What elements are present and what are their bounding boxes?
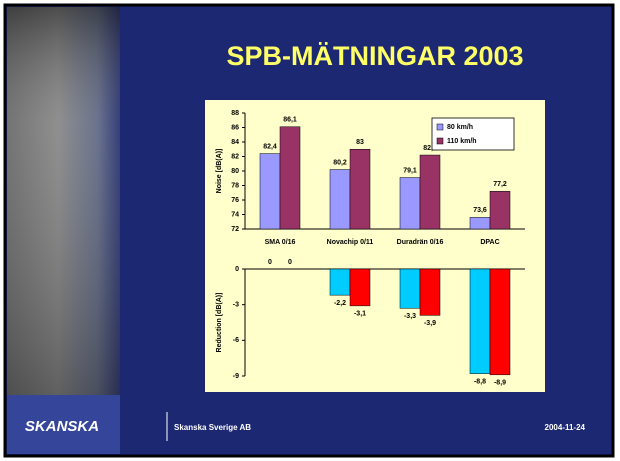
bar xyxy=(350,149,370,229)
bar xyxy=(330,269,350,295)
value-label: -3,1 xyxy=(354,311,366,318)
bar xyxy=(420,269,440,315)
value-label: -2,2 xyxy=(334,300,346,307)
y-tick-label: 0 xyxy=(235,266,239,273)
y-tick-label: -9 xyxy=(233,373,239,380)
bar xyxy=(470,217,490,229)
legend-label: 80 km/h xyxy=(447,124,473,131)
value-label: 86,1 xyxy=(283,117,297,124)
bar xyxy=(490,191,510,229)
x-tick-label: DPAC xyxy=(480,239,499,246)
bar xyxy=(260,154,280,229)
value-label: -3,9 xyxy=(424,320,436,327)
bar xyxy=(470,269,490,374)
photo-shade xyxy=(7,7,120,395)
value-label: -8,9 xyxy=(494,380,506,387)
logo: SKANSKA xyxy=(25,418,99,435)
bar xyxy=(400,269,420,308)
y-tick-label: 84 xyxy=(231,139,239,146)
company: Skanska Sverige AB xyxy=(174,423,251,432)
slide: SPB-MÄTNINGAR 2003 SKANSKA Skanska Sveri… xyxy=(0,0,620,461)
bar xyxy=(400,178,420,229)
y-axis-title: Reduction [dB(A)] xyxy=(216,293,223,353)
y-tick-label: 86 xyxy=(231,124,239,131)
value-label: 73,6 xyxy=(473,207,487,214)
value-label: 82,4 xyxy=(263,143,277,150)
bar xyxy=(330,170,350,229)
bar xyxy=(350,269,370,306)
y-tick-label: 88 xyxy=(231,110,239,117)
value-label: -8,8 xyxy=(474,378,486,385)
value-label: 80,2 xyxy=(333,159,347,166)
value-label: -3,3 xyxy=(404,313,416,320)
y-tick-label: -6 xyxy=(233,337,239,344)
value-label: 0 xyxy=(288,259,292,266)
legend-swatch xyxy=(437,138,443,144)
y-tick-label: 78 xyxy=(231,182,239,189)
value-label: 0 xyxy=(268,259,272,266)
y-tick-label: -3 xyxy=(233,302,239,309)
value-label: 77,2 xyxy=(493,181,507,188)
y-tick-label: 82 xyxy=(231,153,239,160)
y-axis-title: Noise [dB(A)] xyxy=(216,149,223,194)
date: 2004-11-24 xyxy=(545,423,586,432)
y-tick-label: 72 xyxy=(231,226,239,233)
legend-swatch xyxy=(437,124,443,130)
legend-label: 110 km/h xyxy=(447,138,477,145)
y-tick-label: 80 xyxy=(231,168,239,175)
bar xyxy=(490,269,510,375)
value-label: 83 xyxy=(356,139,364,146)
bar xyxy=(280,127,300,229)
x-tick-label: Duradrän 0/16 xyxy=(397,239,444,246)
x-tick-label: Novachip 0/11 xyxy=(327,239,374,246)
value-label: 79,1 xyxy=(403,167,417,174)
bar xyxy=(420,155,440,229)
slide-title: SPB-MÄTNINGAR 2003 xyxy=(226,41,523,71)
legend xyxy=(432,118,514,150)
y-tick-label: 76 xyxy=(231,197,239,204)
x-tick-label: SMA 0/16 xyxy=(265,239,296,246)
y-tick-label: 74 xyxy=(231,211,239,218)
